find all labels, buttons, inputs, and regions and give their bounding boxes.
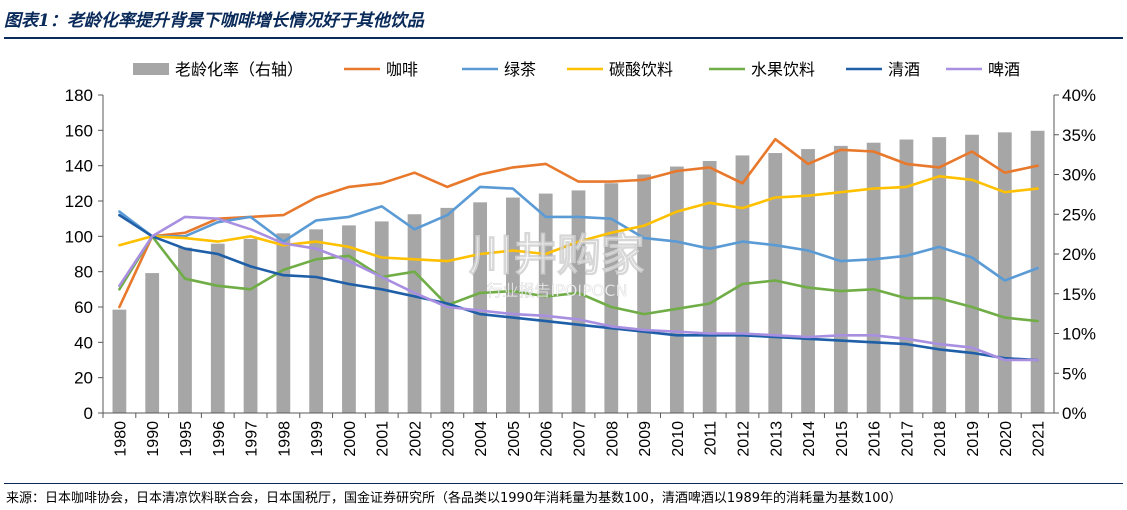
aging-rate-bar xyxy=(669,166,684,413)
aging-rate-bar xyxy=(243,238,258,413)
left-tick-label: 20 xyxy=(74,369,93,388)
chart-svg: 0 20 40 60 80 100 120 140 160 180 0% 5% 10% 15% 20% 25%… xyxy=(65,60,1096,457)
x-tick-label: 2006 xyxy=(539,421,556,457)
x-tick-label: 1997 xyxy=(244,421,261,457)
aging-rate-bar xyxy=(276,233,291,413)
legend-label: 绿茶 xyxy=(504,60,536,79)
x-tick-label: 1990 xyxy=(145,421,162,457)
x-tick-label: 1996 xyxy=(211,421,228,457)
left-tick-label: 40 xyxy=(74,333,93,352)
aging-rate-bar xyxy=(702,160,717,413)
legend-label: 水果饮料 xyxy=(751,60,815,79)
left-tick-label: 80 xyxy=(74,263,93,282)
x-tick-label: 2014 xyxy=(801,421,818,457)
aging-rate-bar xyxy=(833,145,848,413)
legend-layer: 老龄化率（右轴） 咖啡 绿茶 碳酸饮料 水果饮料 清酒 啤酒 xyxy=(133,60,1020,79)
x-tick-label: 2000 xyxy=(342,421,359,457)
aging-rate-bar xyxy=(440,207,455,413)
aging-rate-bar xyxy=(407,214,422,413)
x-tick-label: 2009 xyxy=(637,421,654,457)
right-tick-label: 15% xyxy=(1062,285,1096,304)
right-tick-label: 5% xyxy=(1062,364,1087,383)
x-tick-label: 2007 xyxy=(572,421,589,457)
aging-rate-bar xyxy=(604,183,619,413)
legend-label: 清酒 xyxy=(888,60,920,79)
aging-rate-bar xyxy=(309,229,324,413)
left-tick-label: 160 xyxy=(65,121,93,140)
legend-label: 啤酒 xyxy=(988,60,1020,79)
aging-rate-bar xyxy=(997,132,1012,414)
legend-label: 碳酸饮料 xyxy=(609,60,673,79)
axes-layer: 0 20 40 60 80 100 120 140 160 180 0% 5% 10% 15% 20% 25%… xyxy=(65,86,1096,457)
x-tick-label: 2005 xyxy=(506,421,523,457)
aging-rate-bar xyxy=(112,309,127,413)
x-tick-label: 2003 xyxy=(440,421,457,457)
left-tick-label: 100 xyxy=(65,227,93,246)
x-tick-label: 2020 xyxy=(998,421,1015,457)
series-line-beer xyxy=(118,215,1039,362)
x-tick-label: 2019 xyxy=(965,421,982,457)
right-tick-label: 10% xyxy=(1062,325,1096,344)
aging-rate-bar xyxy=(899,139,914,413)
x-tick-label: 2004 xyxy=(473,421,490,457)
aging-rate-bar xyxy=(801,149,815,413)
right-tick-label: 20% xyxy=(1062,245,1096,264)
left-tick-label: 60 xyxy=(74,298,93,317)
x-tick-label: 1995 xyxy=(178,421,195,457)
x-tick-label: 1999 xyxy=(309,421,326,457)
aging-rate-bar xyxy=(637,174,651,413)
x-tick-label: 2012 xyxy=(735,421,752,457)
x-tick-label: 2010 xyxy=(670,421,687,457)
series-line-juice xyxy=(118,235,1039,323)
aging-rate-bar xyxy=(1030,130,1045,413)
aging-rate-bar xyxy=(965,134,979,413)
lines-layer xyxy=(118,137,1039,362)
aging-rate-bar xyxy=(178,247,192,413)
series-line-soda xyxy=(118,175,1039,263)
right-tick-label: 25% xyxy=(1062,205,1096,224)
x-tick-label: 2016 xyxy=(867,421,884,457)
x-tick-label: 2017 xyxy=(899,421,916,457)
legend-swatch-bar xyxy=(133,63,169,75)
aging-rate-bar xyxy=(506,197,520,413)
x-tick-label: 2015 xyxy=(834,421,851,457)
source-note: 来源：日本咖啡协会，日本清凉饮料联合会，日本国税厅，国金证券研究所（各品类以19… xyxy=(6,491,902,506)
x-tick-label: 2018 xyxy=(932,421,949,457)
legend-label: 老龄化率（右轴） xyxy=(175,60,303,79)
right-tick-label: 0% xyxy=(1062,404,1087,423)
aging-rate-bar xyxy=(342,225,356,413)
right-tick-label: 35% xyxy=(1062,126,1096,145)
left-tick-label: 0 xyxy=(84,404,93,423)
aging-rate-bar xyxy=(571,190,586,413)
aging-rate-bar xyxy=(768,153,783,413)
series-line-sake xyxy=(118,213,1039,362)
x-tick-label: 2013 xyxy=(768,421,785,457)
right-tick-label: 40% xyxy=(1062,86,1096,105)
bottom-rule xyxy=(4,483,1123,484)
series-line-coffee xyxy=(118,137,1039,309)
left-tick-label: 180 xyxy=(65,86,93,105)
x-tick-label: 2001 xyxy=(375,421,392,457)
aging-rate-bar xyxy=(374,221,389,413)
x-tick-label: 2008 xyxy=(604,421,621,457)
aging-rate-bar xyxy=(866,142,881,413)
x-tick-label: 2002 xyxy=(408,421,425,457)
chart-title: 图表1：老龄化率提升背景下咖啡增长情况好于其他饮品 xyxy=(4,11,424,31)
x-tick-label: 2021 xyxy=(1031,421,1048,457)
bars-layer xyxy=(112,130,1045,414)
x-tick-label: 1980 xyxy=(112,421,129,457)
left-tick-label: 120 xyxy=(65,192,93,211)
x-tick-label: 2011 xyxy=(703,421,720,456)
aging-rate-bar xyxy=(210,243,225,413)
aging-rate-bar xyxy=(538,193,553,413)
legend-label: 咖啡 xyxy=(386,60,418,79)
x-tick-label: 1998 xyxy=(276,421,293,457)
series-line-green_tea xyxy=(118,185,1039,282)
title-rule xyxy=(4,37,1123,39)
aging-rate-bar xyxy=(473,202,488,413)
aging-rate-bar xyxy=(145,273,160,413)
right-tick-label: 30% xyxy=(1062,166,1096,185)
left-tick-label: 140 xyxy=(65,157,93,176)
